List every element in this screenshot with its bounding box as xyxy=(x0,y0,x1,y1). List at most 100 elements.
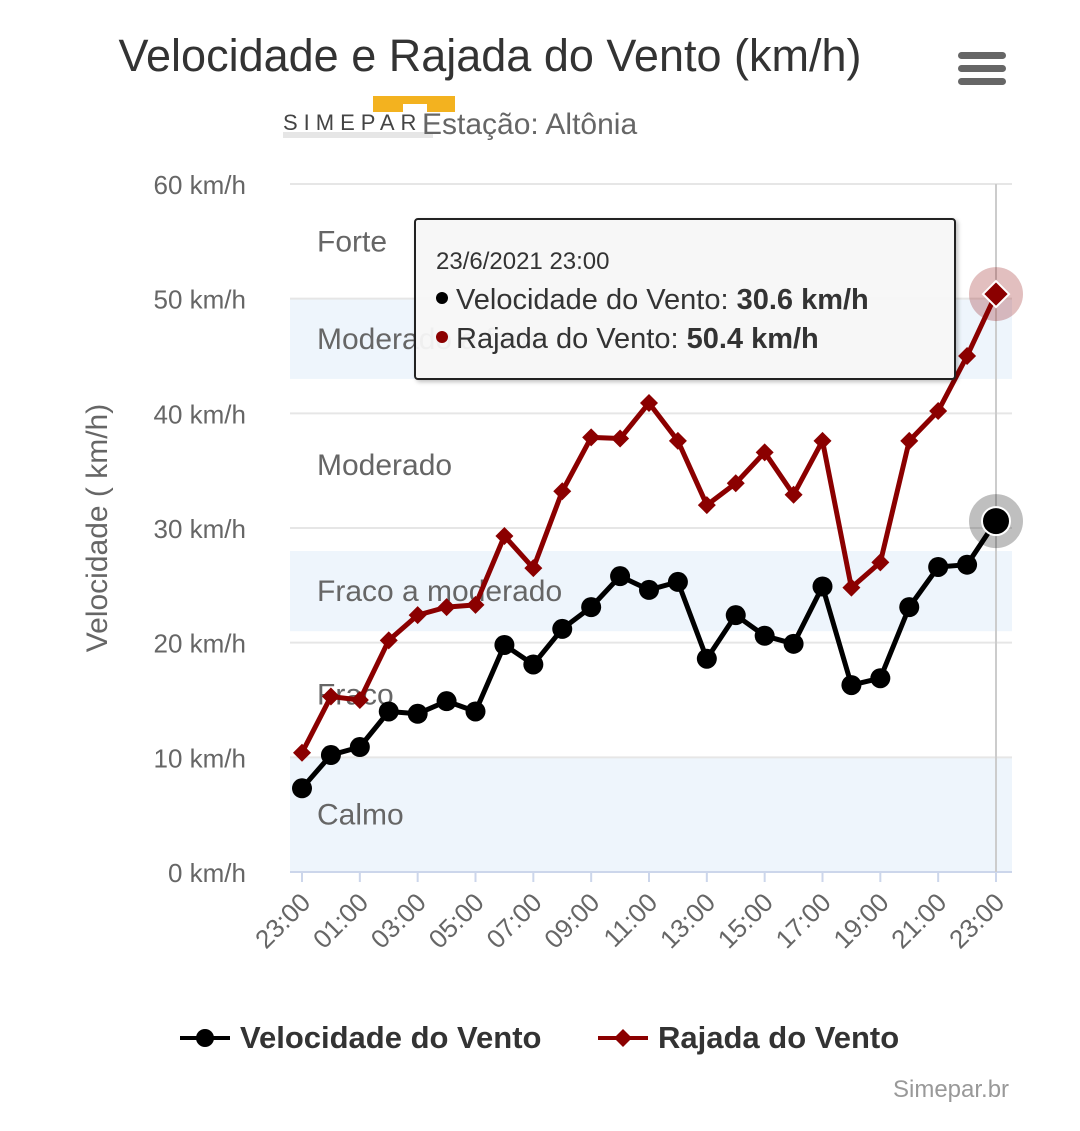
data-point-diamond xyxy=(958,347,977,365)
plot-band-label: Fraco a moderado xyxy=(317,575,562,608)
data-point-diamond xyxy=(871,553,890,572)
data-point-diamond xyxy=(755,443,774,462)
data-point-circle xyxy=(523,654,544,675)
legend-item-rajada[interactable]: Rajada do Vento xyxy=(598,1020,899,1056)
data-point-diamond xyxy=(582,428,601,447)
tooltip-row-velocidade: Velocidade do Vento: 30.6 km/h xyxy=(436,284,954,317)
data-point-circle xyxy=(378,701,399,722)
y-tick-label: 20 km/h xyxy=(154,629,247,659)
data-point-circle xyxy=(899,597,920,618)
data-point-circle xyxy=(754,625,775,646)
plot-band-label: Moderado xyxy=(317,449,452,482)
chart-subtitle: Estação: Altônia xyxy=(422,108,638,141)
data-point-circle xyxy=(870,668,891,689)
chart-title: Velocidade e Rajada do Vento (km/h) xyxy=(118,30,862,81)
black-dot-icon xyxy=(436,292,448,305)
y-tick-label: 50 km/h xyxy=(154,285,247,315)
data-point-diamond xyxy=(495,527,514,546)
data-point-diamond xyxy=(524,559,543,578)
chart-tooltip: 23/6/2021 23:00 Velocidade do Vento: 30.… xyxy=(414,218,956,380)
x-tick-label: 19:00 xyxy=(827,887,894,954)
tooltip-value: 50.4 km/h xyxy=(686,323,819,355)
data-point-diamond xyxy=(640,394,658,413)
data-point-diamond xyxy=(321,687,340,706)
data-point-circle xyxy=(783,633,804,654)
data-point-circle xyxy=(465,701,486,722)
y-axis-title: Velocidade ( km/h) xyxy=(81,404,114,652)
data-point-circle xyxy=(725,605,746,626)
data-point-diamond xyxy=(726,474,745,493)
legend-label: Rajada do Vento xyxy=(658,1020,900,1055)
data-point-circle xyxy=(436,691,457,712)
tooltip-row-rajada: Rajada do Vento: 50.4 km/h xyxy=(436,323,954,356)
data-point-circle xyxy=(667,571,688,592)
x-tick-label: 07:00 xyxy=(480,887,547,954)
data-point-diamond xyxy=(784,485,803,504)
data-point-circle xyxy=(494,634,515,655)
data-point-circle xyxy=(957,554,978,575)
x-tick-label: 23:00 xyxy=(943,887,1010,954)
menu-icon[interactable] xyxy=(958,52,1006,92)
data-point-circle xyxy=(981,506,1011,537)
diamond-line-icon xyxy=(598,1029,648,1047)
y-tick-label: 10 km/h xyxy=(154,743,247,773)
data-point-diamond xyxy=(293,743,311,762)
data-point-circle xyxy=(841,675,862,696)
x-tick-label: 21:00 xyxy=(885,887,952,954)
x-tick-label: 13:00 xyxy=(654,887,721,954)
legend-item-velocidade[interactable]: Velocidade do Vento xyxy=(180,1020,541,1056)
credits-link[interactable]: Simepar.br xyxy=(893,1076,1010,1103)
data-point-circle xyxy=(320,745,341,766)
data-point-diamond xyxy=(611,429,630,448)
data-point-circle xyxy=(610,566,631,587)
data-point-diamond xyxy=(668,431,687,450)
y-tick-label: 60 km/h xyxy=(154,170,247,200)
data-point-diamond xyxy=(379,631,398,650)
x-tick-label: 03:00 xyxy=(365,887,432,954)
data-point-circle xyxy=(639,579,659,600)
data-point-diamond xyxy=(350,691,369,709)
tooltip-date: 23/6/2021 23:00 xyxy=(436,248,610,275)
data-point-circle xyxy=(349,737,370,758)
x-tick-label: 05:00 xyxy=(423,887,490,954)
legend-label: Velocidade do Vento xyxy=(240,1020,542,1055)
svg-text:SIMEPAR: SIMEPAR xyxy=(283,110,422,135)
data-point-diamond xyxy=(900,431,919,450)
data-point-diamond xyxy=(842,578,861,597)
simepar-logo: SIMEPAR xyxy=(283,96,458,140)
plot-band xyxy=(290,631,1012,758)
y-tick-label: 40 km/h xyxy=(154,399,247,429)
plot-band-label: Forte xyxy=(317,225,387,258)
y-tick-label: 0 km/h xyxy=(168,858,246,888)
data-point-circle xyxy=(581,597,602,618)
data-point-diamond xyxy=(981,279,1011,309)
data-point-diamond xyxy=(408,606,427,625)
plot-band xyxy=(290,757,1012,872)
data-point-diamond xyxy=(466,595,485,614)
y-tick-label: 30 km/h xyxy=(154,514,247,544)
data-point-circle xyxy=(552,618,573,639)
circle-line-icon xyxy=(180,1029,230,1047)
data-point-circle xyxy=(407,703,428,724)
tooltip-label: Velocidade do Vento: xyxy=(456,284,737,316)
tooltip-label: Rajada do Vento: xyxy=(456,323,687,355)
data-point-diamond xyxy=(697,496,716,515)
tooltip-value: 30.6 km/h xyxy=(736,284,869,316)
x-tick-label: 15:00 xyxy=(712,887,779,954)
x-tick-label: 23:00 xyxy=(249,887,316,954)
x-tick-label: 11:00 xyxy=(597,887,663,953)
data-point-circle xyxy=(928,556,949,577)
x-tick-label: 09:00 xyxy=(538,887,605,954)
data-point-diamond xyxy=(813,431,832,450)
data-point-circle xyxy=(812,576,833,597)
plot-band-label: Calmo xyxy=(317,799,404,832)
data-point-diamond xyxy=(553,482,572,501)
red-dot-icon xyxy=(436,331,448,344)
data-point-circle xyxy=(696,648,717,669)
data-point-circle xyxy=(292,778,312,799)
x-tick-label: 01:00 xyxy=(307,887,374,954)
x-tick-label: 17:00 xyxy=(770,887,837,954)
data-point-diamond xyxy=(929,402,948,421)
data-point-diamond xyxy=(437,598,456,617)
